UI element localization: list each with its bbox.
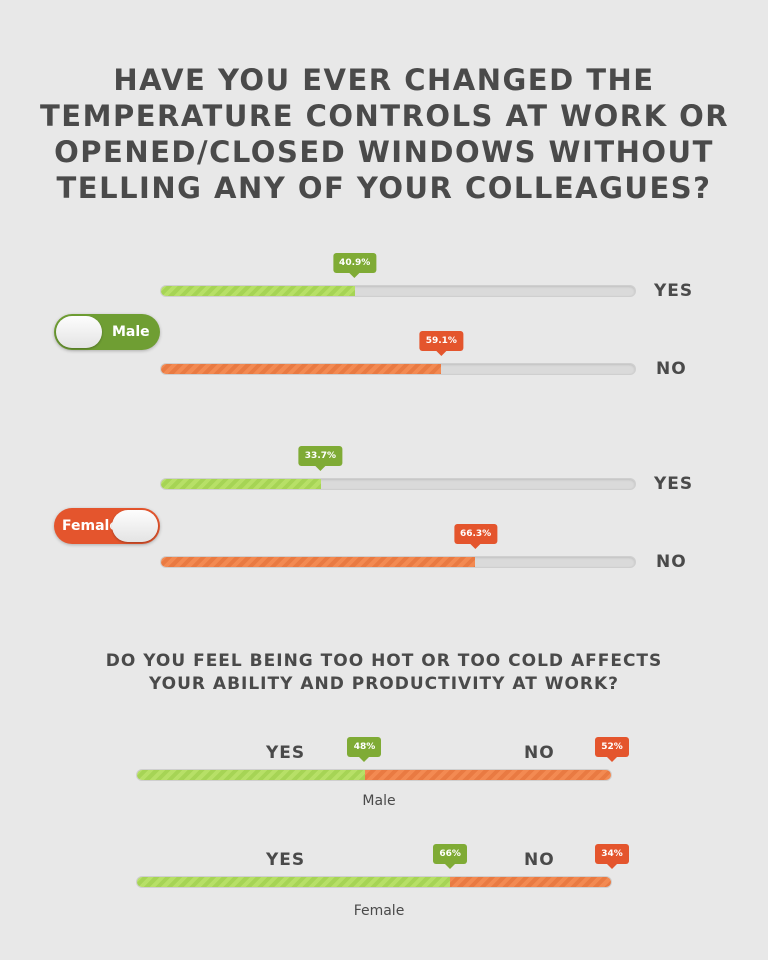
- male-no-value-bubble: 59.1%: [419, 331, 463, 356]
- male-no-row: 59.1%: [160, 331, 636, 375]
- female-no-answer-2: NO: [524, 850, 555, 870]
- bar-track: [160, 478, 636, 490]
- male-stacked-row: 48% 52%: [136, 737, 629, 781]
- male-toggle[interactable]: Male: [54, 314, 160, 350]
- female-yes-segment: [137, 877, 450, 887]
- male-yes-answer-2: YES: [266, 743, 306, 763]
- female-stacked-row: 66% 34%: [136, 844, 629, 888]
- female-no-answer: NO: [656, 552, 687, 572]
- female-yes-bar: [161, 479, 321, 489]
- title-line: OPENED/CLOSED WINDOWS WITHOUT: [54, 135, 714, 169]
- male-no-answer-2: NO: [524, 743, 555, 763]
- title-line: TEMPERATURE CONTROLS AT WORK OR: [40, 99, 730, 133]
- question-2: DO YOU FEEL BEING TOO HOT OR TOO COLD AF…: [40, 650, 728, 696]
- female-yes-answer-2: YES: [266, 850, 306, 870]
- male-yes-value-bubble: 40.9%: [333, 253, 377, 278]
- question-2-line: YOUR ABILITY AND PRODUCTIVITY AT WORK?: [148, 674, 620, 694]
- title-line: HAVE YOU EVER CHANGED THE: [113, 63, 655, 97]
- bar-track: [136, 876, 612, 888]
- female-toggle-label: Female: [62, 518, 119, 534]
- main-title: HAVE YOU EVER CHANGED THE TEMPERATURE CO…: [40, 62, 728, 206]
- bar-track: [160, 363, 636, 375]
- male-no-segment: [364, 770, 611, 780]
- title-line: TELLING ANY OF YOUR COLLEAGUES?: [56, 171, 712, 205]
- female-caption: Female: [353, 903, 405, 919]
- female-no-bar: [161, 557, 476, 567]
- female-no-value-bubble-2: 34%: [595, 844, 629, 869]
- female-no-row: 66.3%: [160, 524, 636, 568]
- female-yes-value-bubble: 33.7%: [298, 446, 343, 471]
- female-yes-row: 33.7%: [160, 446, 636, 490]
- female-toggle[interactable]: Female: [54, 508, 160, 544]
- male-no-bar: [161, 364, 442, 374]
- bar-track: [160, 556, 636, 568]
- male-toggle-label: Male: [112, 324, 150, 340]
- toggle-knob: [56, 316, 102, 348]
- male-caption: Male: [362, 793, 396, 809]
- male-no-value-bubble-2: 52%: [595, 737, 629, 762]
- question-2-line: DO YOU FEEL BEING TOO HOT OR TOO COLD AF…: [105, 651, 663, 671]
- male-yes-segment: [137, 770, 365, 780]
- male-yes-value-bubble-2: 48%: [347, 737, 382, 762]
- bar-track: [160, 285, 636, 297]
- male-yes-answer: YES: [654, 281, 694, 301]
- male-yes-row: 40.9%: [160, 253, 636, 297]
- female-yes-answer: YES: [654, 474, 694, 494]
- female-yes-value-bubble-2: 66%: [433, 844, 468, 869]
- male-yes-bar: [161, 286, 355, 296]
- female-no-segment: [449, 877, 611, 887]
- bar-track: [136, 769, 612, 781]
- female-no-value-bubble: 66.3%: [453, 524, 498, 549]
- toggle-knob: [112, 510, 158, 542]
- male-no-answer: NO: [656, 359, 687, 379]
